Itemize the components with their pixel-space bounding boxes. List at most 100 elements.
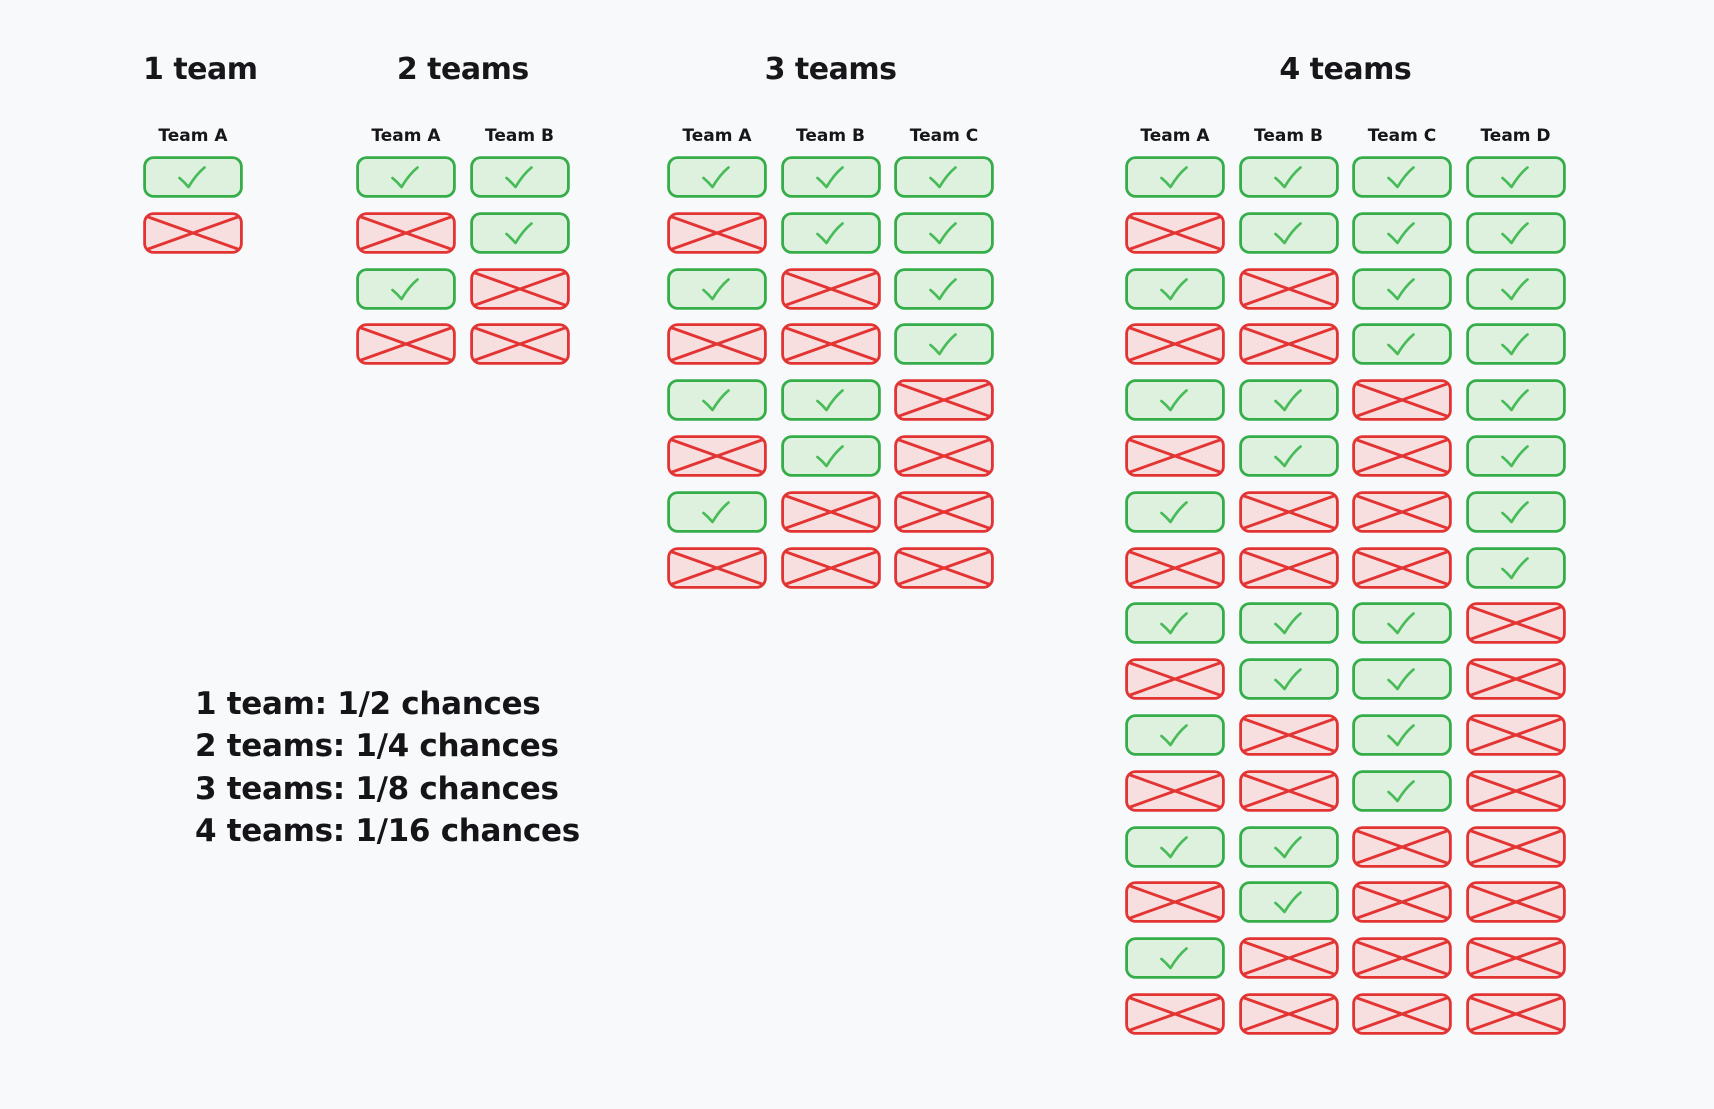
lose-box — [1125, 435, 1225, 477]
lose-box — [1125, 546, 1225, 589]
group-title: 1 team — [143, 52, 258, 87]
lose-box — [1465, 937, 1566, 979]
cross-icon — [1355, 549, 1449, 586]
win-box — [1465, 546, 1566, 589]
check-icon — [1160, 389, 1188, 412]
win-box — [1238, 156, 1339, 198]
check-icon — [1387, 221, 1415, 245]
check-icon — [1500, 445, 1529, 468]
lose-box — [667, 211, 767, 254]
check-icon — [702, 389, 730, 412]
check-icon — [1500, 166, 1529, 189]
lose-box — [1352, 937, 1452, 979]
lose-box — [1352, 379, 1452, 421]
cross-icon — [1468, 661, 1563, 697]
cross-icon — [670, 215, 764, 251]
cross-icon — [670, 549, 764, 586]
lose-box — [1238, 546, 1339, 589]
lose-box — [1238, 993, 1339, 1035]
win-box — [780, 435, 881, 477]
cross-icon — [1355, 494, 1449, 530]
check-icon — [1160, 277, 1188, 300]
cross-icon — [1355, 382, 1449, 418]
win-box — [894, 211, 994, 254]
cross-icon — [783, 326, 878, 363]
win-box — [1465, 267, 1566, 310]
win-box — [1465, 490, 1566, 533]
cross-icon — [1128, 438, 1222, 474]
win-box — [1465, 211, 1566, 254]
cross-icon — [1128, 215, 1222, 251]
outcome-grid — [1125, 156, 1566, 1035]
check-icon — [504, 221, 533, 245]
team-label: Team B — [796, 126, 865, 146]
check-icon — [1273, 445, 1302, 468]
cross-icon — [670, 326, 764, 363]
lose-box — [894, 490, 994, 533]
outcome-grid — [667, 156, 994, 589]
check-icon — [1387, 277, 1415, 300]
cross-icon — [897, 438, 991, 474]
lose-box — [894, 546, 994, 589]
lose-box — [1125, 323, 1225, 366]
cross-icon — [1355, 884, 1449, 921]
cross-icon — [359, 215, 453, 251]
cross-icon — [1355, 438, 1449, 474]
win-box — [667, 156, 767, 198]
lose-box — [356, 323, 456, 366]
check-icon — [702, 500, 730, 524]
cross-icon — [1241, 996, 1336, 1032]
win-box — [667, 379, 767, 421]
cross-icon — [783, 494, 878, 530]
win-box — [1238, 379, 1339, 421]
cross-icon — [1128, 773, 1222, 809]
win-box — [1465, 435, 1566, 477]
group-1-team: 1 team Team A — [143, 52, 258, 254]
legend-line: 3 teams: 1/8 chances — [195, 770, 559, 807]
win-box — [1465, 379, 1566, 421]
cross-icon — [783, 270, 878, 307]
check-icon — [815, 445, 844, 468]
check-icon — [929, 166, 957, 189]
check-icon — [1500, 500, 1529, 524]
cross-icon — [1241, 940, 1336, 976]
check-icon — [178, 166, 206, 189]
cross-icon — [1468, 828, 1563, 865]
check-icon — [1273, 166, 1302, 189]
win-box — [356, 156, 456, 198]
win-box — [894, 323, 994, 366]
win-box — [1352, 156, 1452, 198]
group-3-teams: 3 teams Team A Team B Team C — [667, 55, 994, 589]
cross-icon — [1355, 828, 1449, 865]
win-box — [1352, 211, 1452, 254]
lose-box — [1125, 658, 1225, 700]
lose-box — [1238, 267, 1339, 310]
win-box — [780, 379, 881, 421]
lose-box — [1352, 825, 1452, 868]
check-icon — [1500, 277, 1529, 300]
lose-box — [1465, 658, 1566, 700]
win-box — [1125, 267, 1225, 310]
lose-box — [1465, 881, 1566, 924]
cross-icon — [1468, 996, 1563, 1032]
legend-line: 4 teams: 1/16 chances — [195, 812, 580, 849]
lose-box — [1238, 937, 1339, 979]
win-box — [1238, 602, 1339, 645]
check-icon — [815, 166, 844, 189]
lose-box — [1238, 769, 1339, 812]
check-icon — [929, 277, 957, 300]
cross-icon — [1128, 326, 1222, 363]
win-box — [143, 156, 243, 198]
win-box — [780, 211, 881, 254]
cross-icon — [1355, 996, 1449, 1032]
outcome-grid — [356, 156, 570, 366]
win-box — [1238, 658, 1339, 700]
lose-box — [894, 435, 994, 477]
outcome-grid — [143, 156, 243, 254]
cross-icon — [1241, 494, 1336, 530]
lose-box — [1465, 769, 1566, 812]
lose-box — [1125, 881, 1225, 924]
win-box — [1125, 825, 1225, 868]
cross-icon — [1468, 940, 1563, 976]
lose-box — [469, 323, 570, 366]
